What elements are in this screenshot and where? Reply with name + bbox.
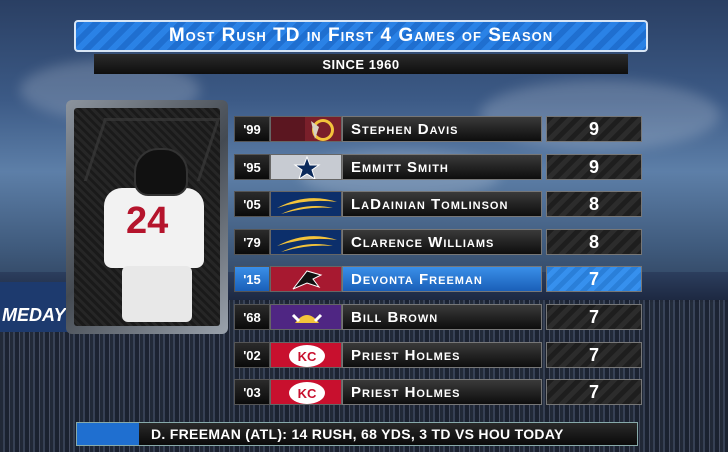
td-count: 8 <box>588 193 599 214</box>
player-name: Priest Holmes <box>351 383 461 401</box>
td-count-box: 7 <box>546 304 642 330</box>
player-name-box: Devonta Freeman <box>342 266 542 292</box>
chargers-logo <box>270 191 342 217</box>
player-name: Priest Holmes <box>351 346 461 364</box>
player-name: Stephen Davis <box>351 120 459 138</box>
td-count: 9 <box>588 156 599 177</box>
row-year: '05 <box>234 191 270 217</box>
player-helmet <box>134 148 188 196</box>
player-legs <box>122 266 192 322</box>
player-name-box: Clarence Williams <box>342 229 542 255</box>
td-count-box: 8 <box>546 191 642 217</box>
leaderboard-row: '15 Devonta Freeman 7 <box>234 266 642 292</box>
cowboys-logo <box>270 154 342 180</box>
player-jersey <box>104 188 204 268</box>
footer-text: D. FREEMAN (ATL): 14 RUSH, 68 YDS, 3 TD … <box>151 426 564 442</box>
chargers-logo <box>270 229 342 255</box>
row-year: '68 <box>234 304 270 330</box>
gameday-banner: MEDAY <box>0 282 70 332</box>
vikings-logo <box>270 304 342 330</box>
subtitle-bar: SINCE 1960 <box>94 54 628 74</box>
leaderboard-row: '02 KC Priest Holmes 7 <box>234 342 642 368</box>
td-count-box: 7 <box>546 342 642 368</box>
player-name-box: Bill Brown <box>342 304 542 330</box>
jersey-number: 24 <box>126 200 169 242</box>
player-name: Devonta Freeman <box>351 270 483 288</box>
row-year: '79 <box>234 229 270 255</box>
td-count: 7 <box>588 381 599 402</box>
footer-accent <box>77 423 139 445</box>
td-count: 7 <box>588 268 599 289</box>
leaderboard-row: '95 Emmitt Smith 9 <box>234 154 642 180</box>
svg-text:KC: KC <box>298 349 317 364</box>
td-count-box: 9 <box>546 116 642 142</box>
stat-footer: D. FREEMAN (ATL): 14 RUSH, 68 YDS, 3 TD … <box>76 422 638 446</box>
row-year: '02 <box>234 342 270 368</box>
svg-text:KC: KC <box>298 386 317 401</box>
td-count: 7 <box>588 344 599 365</box>
player-name-box: Emmitt Smith <box>342 154 542 180</box>
player-name: Bill Brown <box>351 308 439 326</box>
td-count: 7 <box>588 306 599 327</box>
redskins-logo <box>270 116 342 142</box>
player-name-box: Stephen Davis <box>342 116 542 142</box>
td-count-box: 7 <box>546 266 642 292</box>
title-bar: Most Rush TD in First 4 Games of Season <box>74 20 648 52</box>
player-photo: 24 <box>74 108 220 326</box>
player-name: Emmitt Smith <box>351 158 449 176</box>
leaderboard-row: '79 Clarence Williams 8 <box>234 229 642 255</box>
td-count: 8 <box>588 231 599 252</box>
td-count-box: 9 <box>546 154 642 180</box>
player-name: LaDainian Tomlinson <box>351 195 509 213</box>
leaderboard-row: '05 LaDainian Tomlinson 8 <box>234 191 642 217</box>
td-count: 9 <box>588 118 599 139</box>
row-year: '99 <box>234 116 270 142</box>
player-name-box: Priest Holmes <box>342 342 542 368</box>
falcons-logo <box>270 266 342 292</box>
player-name: Clarence Williams <box>351 233 495 251</box>
leaderboard-row: '68 Bill Brown 7 <box>234 304 642 330</box>
player-name-box: Priest Holmes <box>342 379 542 405</box>
row-year: '95 <box>234 154 270 180</box>
graphic-subtitle: SINCE 1960 <box>322 56 400 72</box>
player-photo-frame: 24 <box>66 100 228 334</box>
graphic-title: Most Rush TD in First 4 Games of Season <box>168 25 554 46</box>
chiefs-logo: KC <box>270 379 342 405</box>
td-count-box: 8 <box>546 229 642 255</box>
row-year: '03 <box>234 379 270 405</box>
player-name-box: LaDainian Tomlinson <box>342 191 542 217</box>
leaderboard-row: '03 KC Priest Holmes 7 <box>234 379 642 405</box>
row-year: '15 <box>234 266 270 292</box>
chiefs-logo: KC <box>270 342 342 368</box>
td-count-box: 7 <box>546 379 642 405</box>
leaderboard-row: '99 Stephen Davis 9 <box>234 116 642 142</box>
